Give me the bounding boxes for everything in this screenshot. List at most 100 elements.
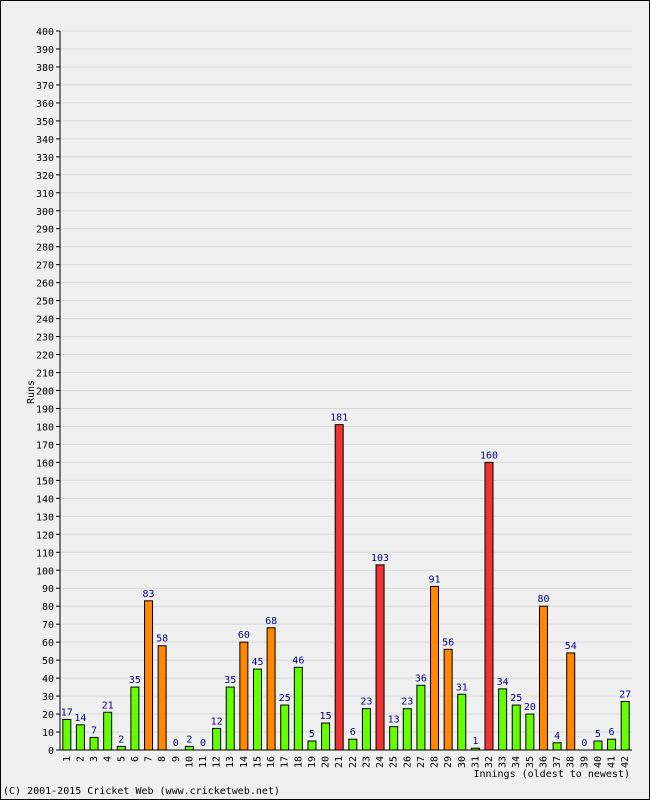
x-tick-label: 7 (144, 756, 155, 762)
bar (525, 713, 535, 751)
bar (484, 461, 494, 751)
x-tick-label: 26 (402, 756, 413, 768)
data-label: 6 (350, 727, 356, 738)
y-tick-label: 170 (36, 440, 54, 451)
x-tick-label: 16 (266, 756, 277, 768)
bar (470, 747, 480, 751)
bar (252, 668, 262, 751)
x-tick-label: 17 (280, 756, 291, 768)
x-tick-label: 13 (225, 756, 236, 768)
bar (361, 708, 371, 751)
bar (334, 424, 344, 751)
x-tick-label: 15 (252, 756, 263, 768)
x-tick-label: 33 (498, 756, 509, 768)
x-tick-label: 8 (157, 756, 168, 762)
x-tick-label: 14 (239, 756, 250, 768)
bar (130, 686, 140, 751)
x-tick-label: 9 (171, 756, 182, 762)
data-label: 58 (156, 634, 168, 645)
y-tick-label: 290 (36, 225, 54, 236)
copyright-footer: (C) 2001-2015 Cricket Web (www.cricketwe… (3, 786, 280, 797)
y-tick-label: 160 (36, 458, 54, 469)
bar (157, 645, 167, 751)
data-label: 4 (554, 731, 560, 742)
data-label: 2 (118, 734, 124, 745)
bar (75, 724, 85, 751)
data-label: 1 (472, 736, 478, 747)
y-tick-label: 60 (42, 638, 54, 649)
data-label: 12 (211, 716, 223, 727)
y-tick-label: 180 (36, 422, 54, 433)
bar (321, 722, 331, 751)
data-label: 14 (74, 713, 86, 724)
y-tick-label: 230 (36, 333, 54, 344)
x-tick-label: 40 (593, 756, 604, 768)
x-tick-label: 5 (116, 756, 127, 762)
data-label: 25 (510, 693, 522, 704)
y-tick-label: 0 (48, 746, 54, 757)
bar (348, 738, 358, 751)
x-axis-label: Innings (oldest to newest) (473, 769, 630, 780)
bar (416, 684, 426, 751)
y-tick-label: 220 (36, 351, 54, 362)
y-tick-label: 350 (36, 117, 54, 128)
bar (239, 641, 249, 751)
data-label: 45 (251, 657, 263, 668)
data-label: 0 (200, 738, 206, 749)
y-tick-label: 340 (36, 135, 54, 146)
x-tick-label: 35 (525, 756, 536, 768)
data-label: 13 (388, 715, 400, 726)
data-label: 31 (456, 682, 468, 693)
y-tick-label: 240 (36, 315, 54, 326)
bar (498, 688, 508, 751)
data-label: 103 (371, 553, 389, 564)
bars (62, 424, 630, 751)
bar (443, 648, 453, 751)
y-tick-label: 300 (36, 207, 54, 218)
x-tick-label: 24 (375, 756, 386, 768)
bar (566, 652, 576, 751)
data-label: 0 (581, 738, 587, 749)
x-tick-label: 37 (552, 756, 563, 768)
x-tick-label: 10 (184, 756, 195, 768)
bar (402, 708, 412, 751)
bar (225, 686, 235, 751)
x-tick-label: 30 (457, 756, 468, 768)
data-label: 2 (186, 734, 192, 745)
gridlines (59, 30, 632, 751)
y-tick-label: 320 (36, 171, 54, 182)
y-tick-label: 30 (42, 692, 54, 703)
data-label: 17 (61, 707, 73, 718)
y-tick-label: 110 (36, 548, 54, 559)
x-tick-label: 11 (198, 756, 209, 768)
data-label: 5 (309, 729, 315, 740)
y-tick-label: 270 (36, 261, 54, 272)
x-tick-label: 38 (566, 756, 577, 768)
bar (430, 585, 440, 751)
bar (538, 605, 548, 751)
x-tick-label: 29 (443, 756, 454, 768)
data-label: 160 (480, 450, 498, 461)
y-tick-label: 360 (36, 99, 54, 110)
x-tick-label: 27 (416, 756, 427, 768)
data-label: 6 (609, 727, 615, 738)
x-tick-label: 39 (579, 756, 590, 768)
data-label: 27 (619, 689, 631, 700)
y-tick-label: 400 (36, 27, 54, 38)
bar (607, 738, 617, 751)
y-tick-label: 260 (36, 279, 54, 290)
data-label: 54 (565, 641, 577, 652)
bar (103, 711, 113, 751)
x-tick-label: 34 (511, 756, 522, 768)
data-label: 20 (524, 702, 536, 713)
x-tick-label: 4 (103, 756, 114, 762)
bar (620, 700, 630, 751)
data-label: 181 (330, 413, 348, 424)
y-tick-label: 280 (36, 243, 54, 254)
data-label: 35 (224, 675, 236, 686)
data-label: 83 (143, 589, 155, 600)
y-tick-label: 20 (42, 710, 54, 721)
x-tick-label: 31 (470, 756, 481, 768)
